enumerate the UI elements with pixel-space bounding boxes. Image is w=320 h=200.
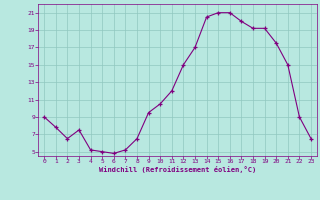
X-axis label: Windchill (Refroidissement éolien,°C): Windchill (Refroidissement éolien,°C) (99, 166, 256, 173)
